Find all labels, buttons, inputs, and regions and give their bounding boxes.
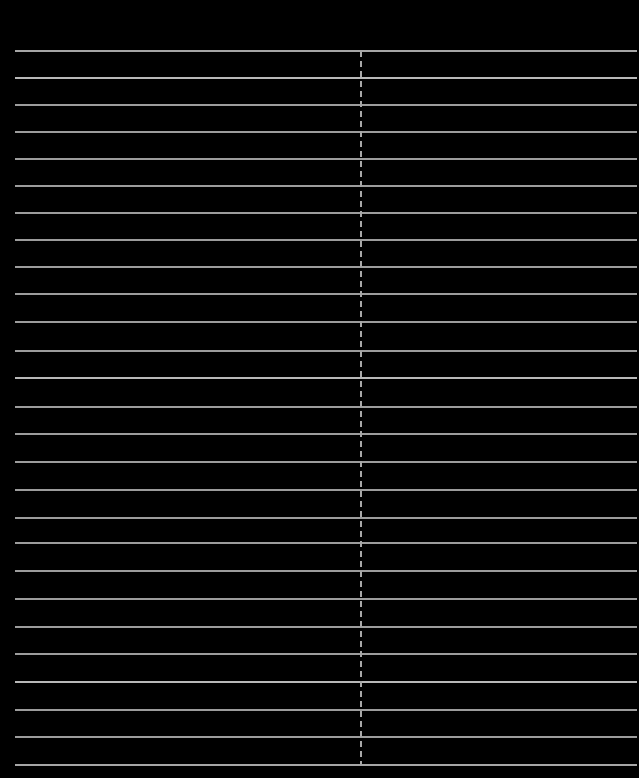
table-gridline-horizontal [15,376,637,380]
table-gridline-horizontal [15,598,637,600]
table-gridline-horizontal [15,50,637,52]
table-gridline-horizontal [15,517,637,519]
table-gridline-horizontal [15,709,637,711]
table-gridline-horizontal [15,406,637,408]
table-gridline-horizontal [15,653,637,655]
table-gridline-horizontal [15,321,637,323]
table-gridline-horizontal [15,433,637,435]
table-gridline-horizontal [15,104,637,106]
table-gridline-horizontal [15,489,637,491]
table-gridline-horizontal [15,350,637,352]
table-gridline-horizontal [15,293,637,295]
table-gridline-horizontal [15,158,637,160]
column-divider-dashed-line [360,51,362,765]
table-gridline-horizontal [15,542,637,544]
table-gridline-horizontal [15,626,637,628]
table-gridline-horizontal [15,736,637,738]
table-gridline-horizontal [15,266,637,268]
table-gridline-horizontal [15,570,637,572]
table-gridline-horizontal [15,212,637,214]
table-gridline-horizontal [15,764,637,766]
table-gridline-horizontal [15,131,637,133]
table-gridline-horizontal [15,461,637,463]
table-gridline-horizontal [15,680,637,684]
table-gridline-horizontal [15,185,637,187]
table-gridline-horizontal [15,76,637,80]
table-gridline-horizontal [15,239,637,241]
